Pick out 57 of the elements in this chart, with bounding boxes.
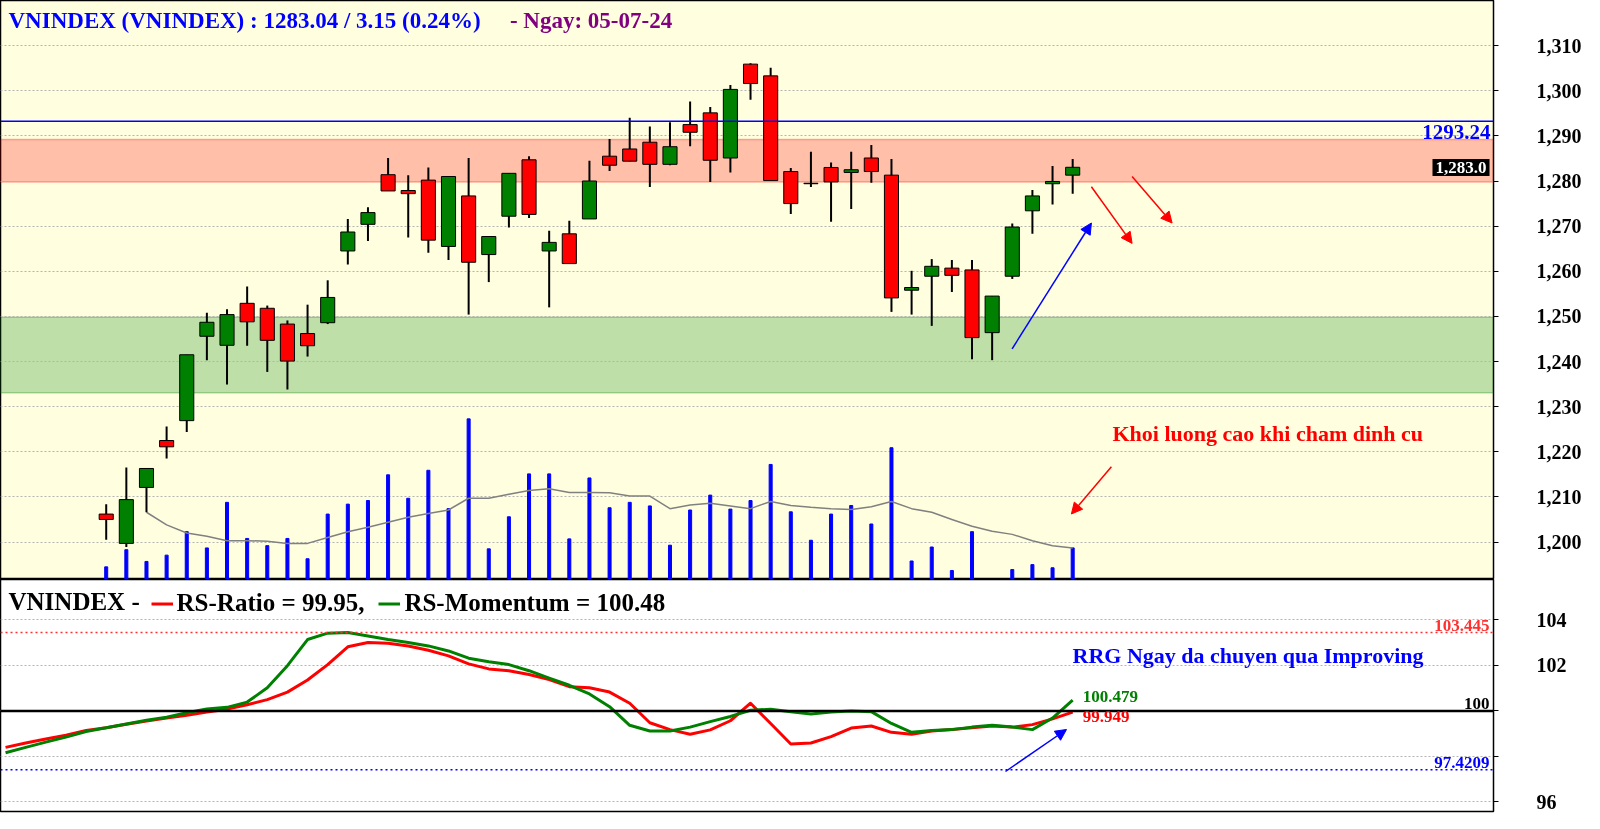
ref-line-label: 103.445 (1434, 615, 1490, 635)
candlestick (823, 161, 839, 223)
y-tick-label: 1,210 (1536, 485, 1582, 508)
y-tick-label: 1,280 (1536, 170, 1582, 193)
candlestick (138, 467, 155, 514)
candlestick (1045, 165, 1061, 206)
y-tick-label: 1,260 (1536, 260, 1582, 283)
y-tick-label: 1,240 (1536, 350, 1582, 373)
chart-title: VNINDEX - (8, 587, 140, 615)
y-tick-label: 1,310 (1536, 34, 1582, 57)
candlestick (1024, 189, 1040, 235)
chart-title: VNINDEX (VNINDEX) : 1283.04 / 3.15 (0.24%) (8, 8, 481, 34)
candlestick (642, 125, 658, 188)
candlestick (400, 174, 416, 239)
candlestick (742, 62, 759, 101)
candlestick (924, 258, 940, 327)
candlestick (863, 143, 879, 184)
candlestick (340, 217, 356, 266)
y-tick-label: 1,270 (1536, 215, 1582, 238)
annotation: RRG Ngay da chuyen qua Improving (1072, 643, 1424, 668)
data-label: 100.479 (1082, 686, 1138, 706)
candlestick (602, 138, 618, 173)
y-tick-label: 1,290 (1536, 124, 1582, 147)
candlestick (622, 116, 638, 163)
candlestick (360, 206, 376, 243)
candlestick (481, 235, 497, 284)
y-tick-label: 1,200 (1536, 531, 1582, 554)
candlestick (944, 258, 960, 294)
candlestick (541, 229, 557, 309)
chart-subtitle: - Ngay: 05-07-24 (509, 8, 673, 34)
candlestick (239, 285, 255, 347)
y-tick-label: 1,250 (1536, 305, 1582, 328)
candlestick (380, 157, 396, 192)
text: 1,283.0 (1435, 158, 1487, 177)
candlestick (662, 121, 678, 167)
candlestick (199, 311, 215, 362)
y-tick-label: 1,230 (1536, 395, 1582, 418)
y-tick-label: 104 (1536, 608, 1567, 631)
ref-line-label: 100 (1464, 693, 1490, 713)
y-tick-label: 102 (1536, 654, 1567, 677)
legend-label: RS-Ratio = 99.95, (176, 589, 365, 618)
y-tick-label: 1,300 (1536, 79, 1582, 102)
y-tick-label: 1,220 (1536, 440, 1582, 463)
ref-line-label: 1293.24 (1422, 120, 1491, 145)
ref-line-label: 97.4209 (1434, 752, 1490, 772)
text: Khoi luong cao khi cham dinh cu (1112, 421, 1424, 446)
data-label: 99.949 (1082, 706, 1130, 726)
candlestick (1065, 157, 1081, 195)
candlestick (904, 269, 920, 316)
candlestick (843, 150, 859, 210)
candlestick (300, 303, 316, 358)
candlestick (682, 100, 698, 148)
y-tick-label: 96 (1536, 790, 1557, 813)
line-series (145, 488, 1074, 549)
candlestick (98, 503, 114, 541)
legend-label: RS-Momentum = 100.48 (404, 589, 666, 618)
candlestick (159, 425, 175, 460)
